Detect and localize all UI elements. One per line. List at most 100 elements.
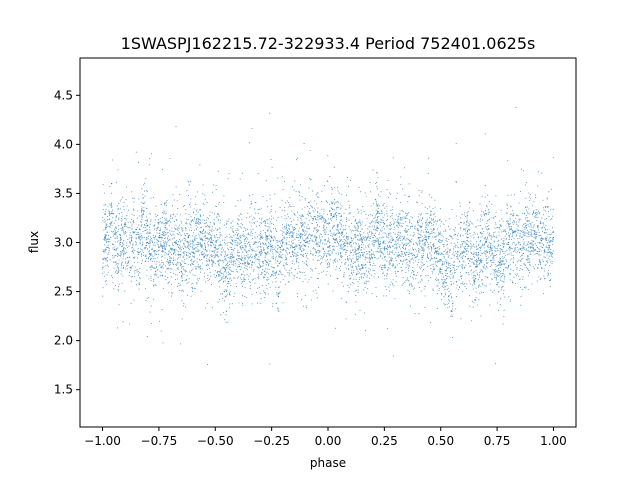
- data-point: [356, 256, 358, 258]
- data-point: [468, 225, 470, 227]
- data-point: [287, 233, 289, 235]
- data-point: [508, 239, 510, 241]
- data-point: [127, 238, 129, 240]
- data-point: [479, 246, 481, 249]
- data-point: [347, 185, 350, 187]
- data-point: [118, 228, 120, 231]
- data-point: [189, 202, 191, 204]
- data-point: [240, 248, 242, 250]
- data-point: [177, 251, 179, 253]
- data-point: [260, 298, 262, 300]
- data-point: [543, 251, 546, 253]
- data-point: [199, 231, 201, 233]
- data-point: [432, 236, 434, 238]
- data-point: [163, 242, 165, 244]
- data-point: [181, 266, 183, 268]
- data-point: [271, 256, 273, 258]
- data-point: [360, 269, 362, 271]
- data-point: [478, 271, 480, 273]
- data-point: [362, 255, 364, 257]
- data-point: [233, 295, 235, 297]
- data-point: [216, 254, 218, 256]
- data-point: [382, 219, 384, 222]
- data-point: [275, 276, 277, 278]
- data-point: [544, 229, 546, 231]
- data-point: [156, 242, 158, 244]
- data-point: [343, 235, 345, 237]
- data-point: [389, 241, 391, 243]
- data-point: [517, 229, 519, 231]
- data-point: [434, 206, 436, 208]
- data-point: [515, 243, 517, 245]
- data-point: [183, 237, 185, 239]
- data-point: [318, 252, 320, 254]
- data-point: [455, 180, 457, 182]
- data-point: [217, 255, 219, 257]
- data-point: [552, 237, 554, 239]
- data-point: [196, 266, 198, 268]
- data-point: [169, 250, 171, 252]
- data-point: [503, 253, 505, 255]
- data-point: [467, 233, 469, 236]
- data-point: [403, 216, 405, 218]
- data-point: [432, 214, 434, 216]
- data-point: [132, 248, 135, 250]
- data-point: [269, 112, 271, 114]
- data-point: [150, 269, 152, 271]
- data-point: [473, 280, 475, 282]
- data-point: [397, 254, 399, 257]
- data-point: [110, 203, 113, 205]
- data-point: [189, 259, 191, 261]
- data-point: [292, 186, 294, 188]
- data-point: [246, 265, 248, 267]
- data-point: [479, 254, 481, 256]
- data-point: [304, 294, 306, 296]
- data-point: [213, 273, 215, 275]
- data-point: [286, 247, 288, 249]
- data-point: [529, 234, 531, 236]
- data-point: [137, 261, 139, 263]
- data-point: [166, 276, 169, 278]
- data-point: [181, 260, 183, 262]
- data-point: [211, 259, 213, 261]
- data-point: [441, 282, 443, 284]
- data-point: [546, 239, 548, 241]
- data-point: [164, 211, 166, 213]
- data-point: [508, 296, 510, 298]
- data-point: [116, 215, 118, 217]
- data-point: [219, 228, 221, 230]
- data-point: [350, 264, 352, 266]
- data-point: [139, 268, 141, 270]
- data-point: [279, 256, 281, 258]
- data-point: [434, 236, 436, 238]
- data-point: [506, 227, 508, 229]
- data-point: [270, 239, 272, 241]
- data-point: [503, 260, 505, 262]
- data-point: [419, 214, 422, 216]
- data-point: [171, 293, 173, 295]
- data-point: [327, 202, 329, 204]
- data-point: [184, 245, 186, 248]
- data-point: [201, 245, 204, 247]
- data-point: [386, 288, 388, 291]
- data-point: [176, 264, 178, 267]
- data-point: [462, 260, 464, 262]
- data-point: [442, 282, 444, 284]
- data-point: [197, 223, 199, 225]
- data-point: [175, 254, 177, 256]
- data-point: [229, 266, 231, 268]
- data-point: [406, 224, 408, 227]
- data-point: [509, 228, 511, 230]
- data-point: [386, 275, 388, 277]
- data-point: [387, 245, 389, 247]
- data-point: [150, 232, 152, 234]
- data-point: [397, 239, 399, 241]
- data-point: [129, 234, 131, 236]
- data-point: [460, 275, 462, 277]
- data-point: [148, 212, 150, 215]
- data-point: [413, 274, 415, 276]
- data-point: [316, 215, 318, 217]
- data-point: [369, 230, 371, 232]
- data-point: [322, 217, 324, 219]
- data-point: [506, 238, 508, 240]
